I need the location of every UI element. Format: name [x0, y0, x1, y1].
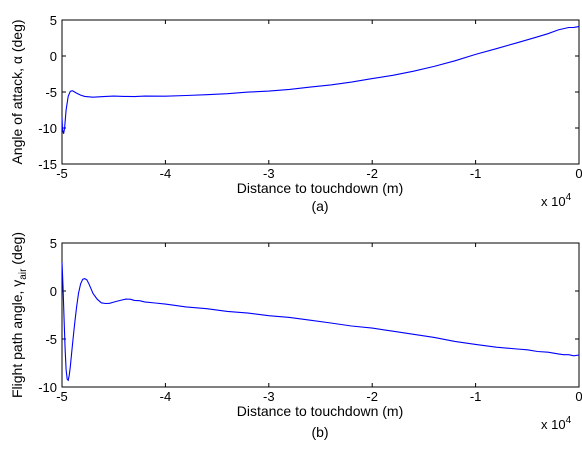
panel-b-xtick-label-1: -4: [160, 389, 172, 404]
panel-a-ylabel: Angle of attack, α (deg): [9, 19, 25, 164]
panel-a-x-exponent-power: 4: [566, 192, 572, 203]
panel-b-x-exponent: x 104: [541, 415, 572, 432]
panel-a-xtick-label-2: -3: [263, 166, 275, 181]
panel-b-series-line: [61, 262, 580, 382]
panel-b-xtick-label-2: -3: [263, 389, 275, 404]
panel-b-axes-frame: [61, 242, 580, 388]
panel-a-xtick-label-0: -5: [56, 166, 68, 181]
panel-b-ytick-label-0: -10: [38, 380, 57, 395]
panel-a-tick-labels: -5 -4 -3 -2 -1 0-15-10-505: [38, 13, 582, 181]
panel-b-flight-path-angle: -5 -4 -3 -2 -1 0-10-505 Distance to touchdown…: [9, 232, 582, 440]
panel-b-ylabel-main: Flight path angle, γ: [9, 280, 25, 398]
panel-a-ytick-label-1: -10: [38, 121, 57, 136]
panel-b-xtick-label-0: -5: [56, 389, 68, 404]
panel-a-xtick-label-3: -2: [366, 166, 378, 181]
panel-b-xtick-label-3: -2: [366, 389, 378, 404]
panel-a-ytick-label-0: -15: [38, 157, 57, 172]
panel-a-xtick-label-4: -1: [470, 166, 482, 181]
panel-a-xtick-label-5: 0: [575, 166, 582, 181]
panel-b-ytick-label-2: 0: [50, 284, 57, 299]
panel-a-xlabel: Distance to touchdown (m): [237, 180, 404, 196]
panel-b-xtick-label-4: -1: [470, 389, 482, 404]
panel-a-ytick-label-4: 5: [50, 13, 57, 28]
panel-b-label: (b): [311, 424, 328, 440]
panel-b-ytick-label-3: 5: [50, 236, 57, 251]
panel-b-ylabel: Flight path angle, γair (deg): [9, 232, 29, 398]
panel-b-tick-labels: -5 -4 -3 -2 -1 0-10-505: [38, 236, 582, 404]
panel-b-xlabel: Distance to touchdown (m): [237, 403, 404, 419]
panel-b-ylabel-subscript: air: [18, 268, 29, 280]
panel-a-angle-of-attack: -5 -4 -3 -2 -1 0-15-10-505 Distance to touchd…: [9, 13, 582, 214]
panel-a-ticks: [61, 19, 580, 165]
panel-b-ylabel-suffix: (deg): [9, 232, 25, 269]
panel-b-ytick-label-1: -5: [45, 332, 57, 347]
panel-a-axes-frame: [61, 19, 580, 165]
panel-a-ytick-label-3: 0: [50, 49, 57, 64]
panel-b-xtick-label-5: 0: [575, 389, 582, 404]
panel-a-x-exponent: x 104: [541, 192, 572, 209]
panel-a-x-exponent-base: x 10: [541, 194, 566, 209]
panel-a-ytick-label-2: -5: [45, 85, 57, 100]
panel-a-label: (a): [311, 198, 328, 214]
panel-a-xtick-label-1: -4: [160, 166, 172, 181]
panel-a-series-line: [61, 26, 580, 134]
panel-b-ticks: [61, 242, 580, 388]
panel-b-x-exponent-power: 4: [566, 415, 572, 426]
panel-b-x-exponent-base: x 10: [541, 417, 566, 432]
